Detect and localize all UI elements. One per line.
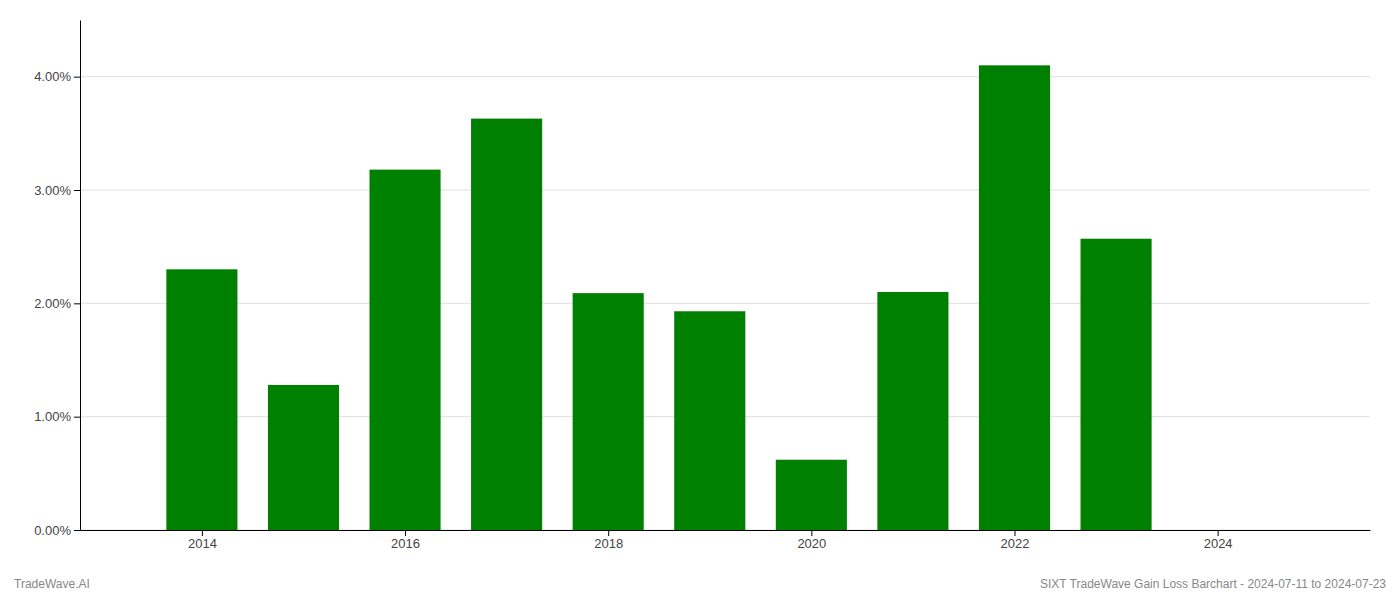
tick-label: 2024	[1204, 536, 1233, 551]
tick: 2014	[188, 530, 217, 551]
bar	[471, 119, 542, 530]
axis-line	[81, 530, 1371, 531]
grid-line	[80, 76, 1370, 77]
tick-label: 0.00%	[34, 523, 71, 538]
tick-label: 2.00%	[34, 296, 71, 311]
tick: 1.00%	[34, 409, 80, 424]
tick-mark	[74, 303, 80, 304]
plot-area: 0.00% 1.00% 2.00% 3.00% 4.00% 2014 2016 2018 202…	[34, 21, 1370, 552]
tick-mark	[811, 530, 812, 536]
tick-mark	[1014, 530, 1015, 536]
axis-line	[80, 21, 81, 531]
grid-line	[80, 303, 1370, 304]
tick-label: 2014	[188, 536, 217, 551]
tick: 2022	[1001, 530, 1030, 551]
tick: 2016	[391, 530, 420, 551]
tick-mark	[608, 530, 609, 536]
tick: 4.00%	[34, 69, 80, 84]
tick-label: 2020	[797, 536, 826, 551]
tick: 2020	[797, 530, 826, 551]
tick-mark	[405, 530, 406, 536]
bar	[1081, 239, 1152, 530]
grid-line	[80, 190, 1370, 191]
grid	[80, 77, 1370, 530]
bar	[166, 269, 237, 530]
tick-mark	[202, 530, 203, 536]
tick-label: 1.00%	[34, 409, 71, 424]
tick-label: 4.00%	[34, 69, 71, 84]
tick: 0.00%	[34, 523, 80, 538]
tick-mark	[74, 77, 80, 78]
tick: 2.00%	[34, 296, 80, 311]
bar	[877, 292, 948, 530]
chart: 0.00% 1.00% 2.00% 3.00% 4.00% 2014 2016 2018 202…	[0, 0, 1400, 600]
bar	[979, 65, 1050, 530]
bars	[166, 65, 1151, 530]
tick-label: 3.00%	[34, 183, 71, 198]
x-axis: 2014 2016 2018 2020 2022 2024	[81, 530, 1371, 551]
footer-left: TradeWave.AI	[14, 577, 90, 591]
tick-mark	[74, 530, 80, 531]
footer-right: SIXT TradeWave Gain Loss Barchart - 2024…	[1040, 577, 1386, 591]
tick: 3.00%	[34, 183, 80, 198]
bar	[573, 293, 644, 530]
tick-label: 2022	[1001, 536, 1030, 551]
tick: 2018	[594, 530, 623, 551]
tick-mark	[1218, 530, 1219, 536]
bar	[369, 170, 440, 530]
tick-label: 2016	[391, 536, 420, 551]
tick-label: 2018	[594, 536, 623, 551]
tick-mark	[74, 190, 80, 191]
bar	[776, 460, 847, 530]
y-axis: 0.00% 1.00% 2.00% 3.00% 4.00%	[34, 21, 80, 538]
bar	[268, 385, 339, 530]
tick: 2024	[1204, 530, 1233, 551]
tick-mark	[74, 417, 80, 418]
bar	[674, 311, 745, 530]
